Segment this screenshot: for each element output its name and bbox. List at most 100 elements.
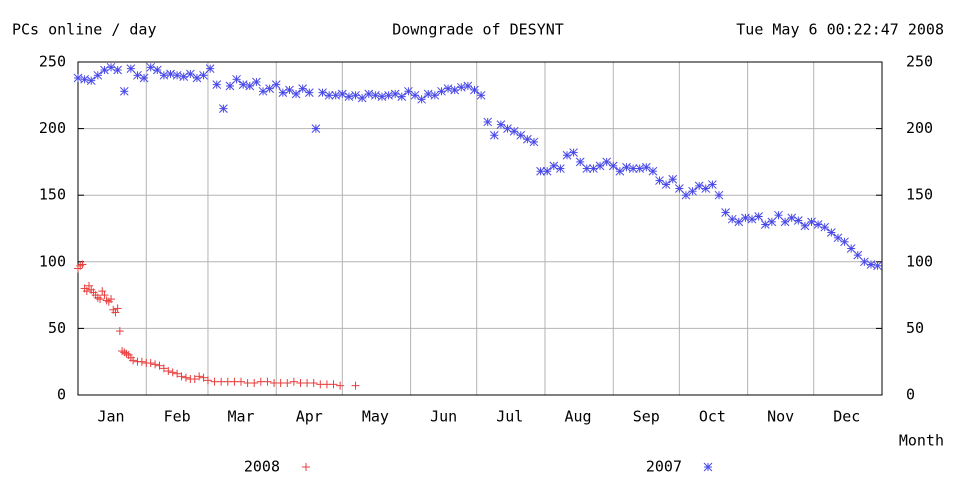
x-tick-label: Feb bbox=[164, 408, 191, 426]
point bbox=[82, 287, 91, 296]
point bbox=[417, 94, 426, 104]
marker-stroke bbox=[430, 90, 440, 100]
point bbox=[146, 359, 155, 368]
point bbox=[595, 161, 605, 171]
y2-tick-label: 200 bbox=[906, 119, 933, 137]
point bbox=[219, 104, 228, 113]
point bbox=[181, 373, 190, 382]
x-tick-label: May bbox=[362, 408, 389, 426]
marker-stroke bbox=[93, 70, 103, 80]
point bbox=[489, 130, 499, 140]
point bbox=[232, 74, 241, 84]
marker-stroke bbox=[476, 90, 486, 100]
point bbox=[714, 190, 724, 200]
point bbox=[688, 186, 697, 196]
point bbox=[107, 295, 116, 304]
point bbox=[628, 164, 638, 173]
marker-stroke bbox=[688, 186, 697, 196]
point bbox=[113, 304, 122, 313]
point bbox=[873, 261, 882, 271]
y2-tick-label: 100 bbox=[906, 252, 933, 270]
y2-tick-label: 150 bbox=[906, 186, 933, 204]
point bbox=[205, 64, 215, 74]
point bbox=[760, 220, 770, 229]
marker-stroke bbox=[655, 176, 664, 185]
marker-stroke bbox=[595, 161, 605, 171]
point bbox=[139, 73, 149, 83]
point bbox=[283, 379, 292, 388]
y-axis-label: PCs online / day bbox=[12, 21, 157, 39]
point bbox=[463, 81, 473, 91]
point bbox=[159, 364, 168, 373]
legend-marker bbox=[703, 462, 713, 472]
marker-stroke bbox=[754, 212, 764, 221]
marker-stroke bbox=[185, 69, 195, 79]
point bbox=[291, 89, 301, 99]
point bbox=[271, 80, 281, 89]
marker-stroke bbox=[549, 161, 559, 171]
point bbox=[774, 210, 783, 220]
point bbox=[289, 377, 298, 386]
marker-stroke bbox=[641, 162, 651, 172]
point bbox=[668, 174, 678, 184]
x-tick-label: Sep bbox=[633, 408, 660, 426]
marker-stroke bbox=[853, 250, 863, 260]
marker-stroke bbox=[232, 74, 241, 84]
plot-frame bbox=[77, 61, 883, 396]
marker-stroke bbox=[860, 257, 869, 267]
point bbox=[674, 184, 684, 193]
marker-stroke bbox=[245, 81, 255, 91]
marker-stroke bbox=[390, 89, 400, 99]
marker-stroke bbox=[542, 166, 552, 176]
point bbox=[648, 166, 658, 176]
marker-stroke bbox=[727, 214, 737, 224]
point bbox=[263, 377, 272, 386]
marker-stroke bbox=[668, 174, 678, 184]
marker-stroke bbox=[807, 217, 816, 227]
marker-stroke bbox=[318, 88, 327, 97]
marker-stroke bbox=[152, 65, 162, 75]
marker-stroke bbox=[826, 228, 836, 237]
point bbox=[195, 372, 204, 381]
legend-label: 2008 bbox=[244, 458, 280, 476]
marker-stroke bbox=[271, 80, 281, 89]
y2-tick-label: 250 bbox=[906, 53, 933, 71]
marker-stroke bbox=[787, 213, 797, 223]
marker-stroke bbox=[311, 124, 321, 133]
y2-tick-label: 0 bbox=[906, 386, 915, 404]
point bbox=[800, 221, 810, 231]
point bbox=[529, 137, 539, 147]
point bbox=[351, 381, 360, 390]
point bbox=[569, 148, 578, 157]
point bbox=[73, 73, 83, 83]
point bbox=[602, 157, 612, 167]
marker-stroke bbox=[602, 157, 612, 167]
y2-tick-label: 50 bbox=[906, 319, 924, 337]
marker-stroke bbox=[337, 89, 347, 99]
point bbox=[152, 65, 162, 75]
marker-stroke bbox=[291, 89, 301, 99]
point bbox=[129, 356, 138, 365]
point bbox=[807, 217, 816, 227]
marker-stroke bbox=[351, 90, 360, 100]
point bbox=[173, 369, 182, 378]
marker-stroke bbox=[503, 124, 512, 133]
marker-stroke bbox=[703, 462, 713, 472]
point bbox=[237, 377, 246, 386]
point bbox=[285, 85, 294, 95]
marker-stroke bbox=[615, 166, 625, 176]
point bbox=[113, 65, 123, 75]
marker-stroke bbox=[357, 93, 367, 103]
point bbox=[476, 90, 486, 100]
marker-stroke bbox=[516, 130, 526, 140]
point bbox=[820, 222, 830, 232]
point bbox=[93, 70, 103, 80]
marker-stroke bbox=[529, 137, 539, 147]
marker-stroke bbox=[694, 181, 704, 191]
marker-stroke bbox=[608, 161, 618, 171]
legend-label: 2007 bbox=[646, 458, 682, 476]
marker-stroke bbox=[304, 88, 314, 97]
point bbox=[96, 295, 105, 304]
